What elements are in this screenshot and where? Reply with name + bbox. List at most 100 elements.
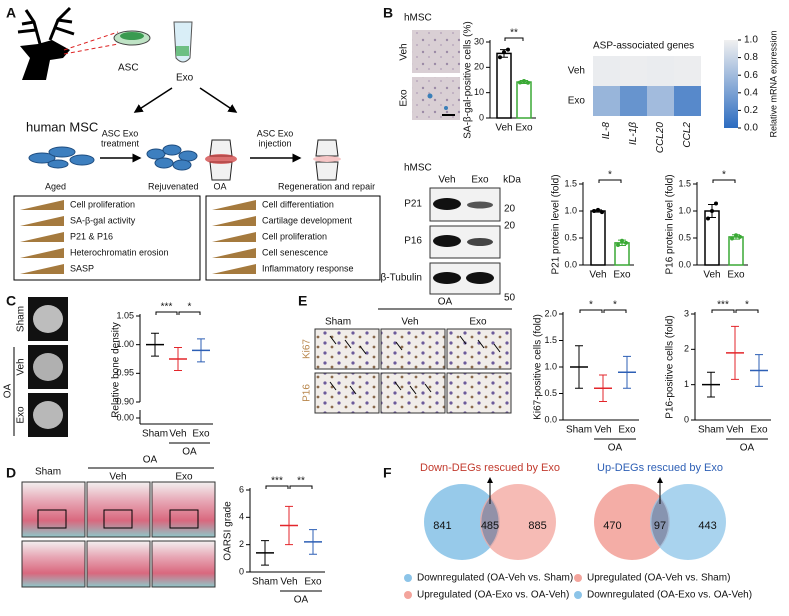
illustration-path [209,161,233,181]
label: injection [258,138,291,148]
x-tick-label: Sham [698,425,724,436]
illustration-g [329,335,501,395]
x-tick-label: Veh [589,270,606,281]
significance-bracket [579,309,603,313]
venn-count: 885 [528,520,546,532]
error-bar [309,529,317,555]
x-tick-label: Veh [495,123,512,134]
venn-count: 841 [433,520,451,532]
label: ASC Exo [257,128,294,138]
illustration-ellipse [33,305,63,333]
illustration-g [146,144,198,171]
x-tick-label: Exo [618,425,636,436]
y-tick-label: 1.5 [678,178,691,188]
label: 50 [504,293,516,304]
label: P21 [404,199,422,210]
label: hMSC [404,163,432,174]
significance-bracket [504,37,524,41]
significance-label: ** [297,476,305,487]
significance-label: *** [717,300,729,311]
significance-bracket [155,311,178,315]
label: treatment [101,138,140,148]
y-axis-label: Ki67-positive cells (fold) [533,314,544,420]
illustration-g [28,146,95,169]
effect-label: Cartilage development [262,215,353,225]
y-tick-label: 1.0 [544,361,557,371]
label: P16 [302,384,313,402]
significance-bracket [178,311,201,315]
y-axis-label: SA-β-gal-positive cells (%) [463,21,474,138]
data-point [596,207,600,212]
illustration-ellipse [47,159,69,169]
significance-label: * [589,300,593,311]
label: ASC Exo [102,128,139,138]
illustration-ellipse [205,154,237,164]
illustration-g [37,509,199,529]
legend-swatch [404,574,412,582]
y-tick-label: 2 [684,344,689,354]
label: A [6,5,16,21]
data-point [710,209,714,213]
column-label: CCL20 [655,122,666,154]
illustration-ellipse [48,146,76,158]
significance-bracket [598,179,622,183]
illustration-rect [86,540,151,588]
illustration-line [63,43,119,55]
data-point [616,243,620,248]
y-axis-label: OARSI grade [223,501,234,561]
label: Veh [16,358,27,375]
colorbar [724,40,738,128]
illustration-ellipse [433,235,461,247]
illustration-rect [176,46,189,56]
label: Aged [45,181,66,191]
label: OA [3,383,14,398]
illustration-circle [427,93,433,99]
venn-title: Down-DEGs rescued by Exo [420,462,560,474]
label: E [298,293,307,309]
heatmap-cell [674,56,701,86]
y-tick-label: 0.0 [678,259,691,269]
y-tick-label: 0.5 [544,388,557,398]
colorbar-tick-label: 0.2 [744,105,758,116]
error-bar [755,354,763,387]
y-tick-label: 2.0 [544,308,557,318]
legend-label: Upregulated (OA-Exo vs. OA-Veh) [417,590,569,601]
data-point [620,238,624,243]
label: Veh [401,317,418,328]
error-bar [197,338,205,363]
label: 20 [504,221,516,232]
label: Exo [471,175,489,186]
significance-bracket [711,309,735,313]
illustration-ellipse [178,150,198,162]
group-label: OA [182,447,197,458]
illustration-ellipse [146,148,166,160]
legend-label: Downregulated (OA-Veh vs. Sham) [417,573,573,584]
venn-title: Up-DEGs rescued by Exo [597,462,723,474]
y-tick-label: 0.0 [544,414,557,424]
colorbar-label: Relative mRNA expression [768,30,778,137]
heatmap-cell [674,86,701,116]
effect-label: SASP [70,263,94,273]
illustration-rect [151,540,216,588]
y-tick-label: 1.5 [564,178,577,188]
y-tick-label: 4 [239,512,244,522]
bar [496,52,512,119]
colorbar-tick-label: 0.0 [744,123,758,134]
x-tick-label: Sham [252,577,278,588]
illustration-path [17,6,75,45]
label: Regeneration and repair [278,181,375,191]
error-bar [261,540,269,566]
y-tick-label: 0.90 [116,396,134,406]
effect-label: Heterochromatin erosion [70,247,169,257]
label: P16 [404,236,422,247]
illustration-ellipse [28,152,56,164]
y-tick-label: 1.0 [678,205,691,215]
illustration-g [314,328,512,414]
significance-label: * [188,302,192,313]
illustration-g: Cell proliferation SA-β-gal activity P21 &… [20,21,778,606]
illustration-path [209,139,233,157]
wedge [212,200,256,210]
x-tick-label: Veh [703,270,720,281]
effect-label: Cell differentiation [262,199,334,209]
colorbar-tick-label: 0.4 [744,87,758,98]
